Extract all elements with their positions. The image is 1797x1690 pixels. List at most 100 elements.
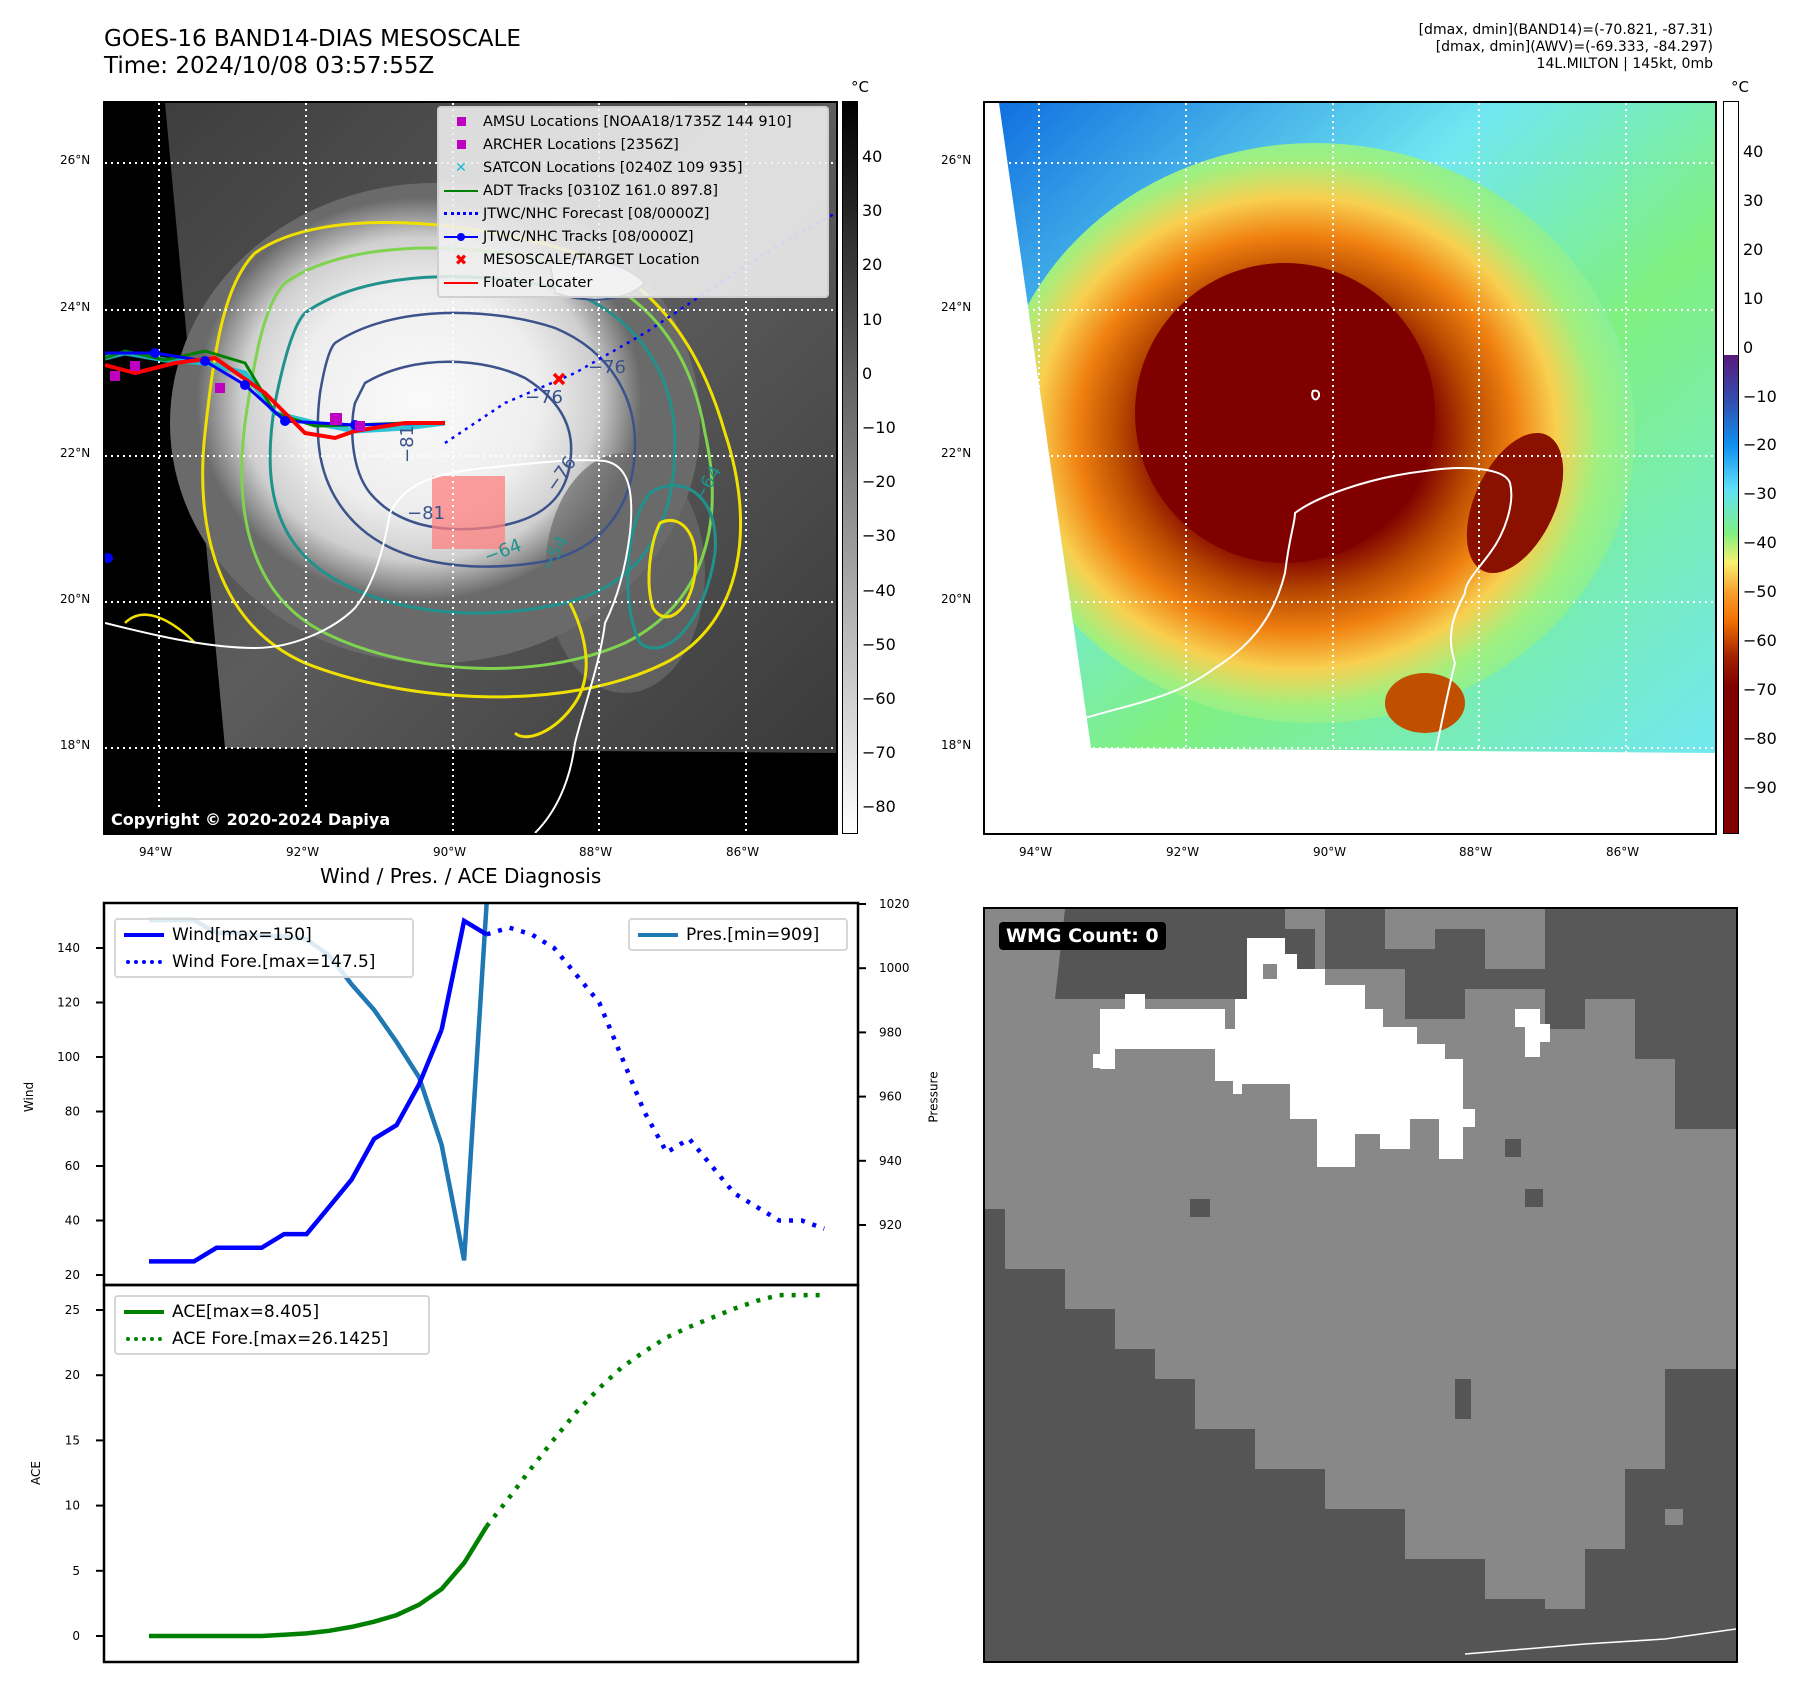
colorbar-tick: −90 — [1743, 777, 1777, 797]
wind-forecast-line — [485, 925, 825, 1231]
colorbar-tick: −40 — [1743, 533, 1777, 553]
lon-tick: 94°W — [139, 845, 173, 859]
colorbar-tick: −30 — [862, 526, 896, 546]
stats-title: [dmax, dmin](BAND14)=(-70.821, -87.31) [… — [1419, 22, 1713, 73]
title-line-2: Time: 2024/10/08 03:57:55Z — [104, 53, 435, 79]
square-marker-icon — [439, 140, 483, 149]
awv-colorbar — [1723, 101, 1739, 834]
legend-item-pressure: Pres.[min=909] — [630, 921, 846, 948]
lat-tick: 24°N — [60, 300, 91, 314]
lat-tick: 26°N — [941, 153, 972, 167]
line-icon — [439, 281, 483, 284]
legend-item-satcon: ✕ SATCON Locations [0240Z 109 935] — [439, 156, 827, 179]
lon-tick: 94°W — [1019, 845, 1053, 859]
colorbar-tick: −20 — [1743, 435, 1777, 455]
map-legend: AMSU Locations [NOAA18/1735Z 144 910] AR… — [437, 106, 829, 298]
ace-tick-label: 10 — [65, 1499, 80, 1513]
colorbar-tick: 10 — [1743, 288, 1764, 308]
colorbar-tick: 40 — [862, 147, 883, 166]
colorbar-tick: 0 — [1743, 337, 1754, 357]
lat-tick: 26°N — [60, 153, 91, 167]
wind-tick-label: 40 — [65, 1214, 80, 1228]
colorbar-tick: −60 — [1743, 631, 1777, 650]
dotted-line-icon — [116, 1336, 172, 1341]
legend-item-forecast: JTWC/NHC Forecast [08/0000Z] — [439, 202, 827, 225]
ace-legend: ACE[max=8.405] ACE Fore.[max=26.1425] — [114, 1295, 430, 1355]
pressure-tick-label: 980 — [879, 1025, 902, 1039]
colorbar-tick: 30 — [1743, 190, 1764, 210]
colorbar-tick: −40 — [862, 580, 896, 600]
legend-item-adt: ADT Tracks [0310Z 161.0 897.8] — [439, 179, 827, 202]
figure-title: GOES-16 BAND14-DIAS MESOSCALE Time: 2024/… — [104, 26, 521, 80]
colorbar-tick: 40 — [1743, 142, 1764, 161]
contour-label: −76 — [588, 357, 626, 378]
ace-tick-label: 25 — [65, 1303, 80, 1317]
square-marker-icon — [439, 117, 483, 126]
wind-line — [149, 1028, 444, 1264]
colorbar-tick: −80 — [862, 797, 896, 817]
lon-tick: 90°W — [1313, 845, 1347, 859]
ace-plot-frame — [102, 1283, 860, 1664]
dotted-line-icon — [116, 959, 172, 964]
ace-line — [149, 1525, 489, 1639]
legend-item-tracks: JTWC/NHC Tracks [08/0000Z] — [439, 225, 827, 248]
wind-tick-label: 20 — [65, 1268, 80, 1282]
colorbar-tick: 10 — [862, 309, 883, 329]
legend-item-ace: ACE[max=8.405] — [116, 1298, 428, 1325]
wind-axis-label: Wind — [22, 1081, 37, 1113]
x-marker-icon: ✕ — [455, 159, 467, 176]
ir-map-panel: −81 −81 −76 −76 −64 −54 −64 −76 AMSU Loc… — [103, 101, 838, 835]
pressure-tick-label: 1020 — [879, 897, 910, 911]
mesoscale-box — [432, 476, 505, 549]
wind-peak-line — [439, 917, 488, 1031]
lon-tick: 92°W — [286, 845, 320, 859]
storm-info: 14L.MILTON | 145kt, 0mb — [1536, 56, 1713, 72]
awv-map-panel — [983, 101, 1717, 835]
legend-item-floater: Floater Locater — [439, 271, 827, 294]
ace-tick-label: 15 — [65, 1433, 80, 1447]
colorbar-tick: 20 — [1743, 239, 1764, 259]
awv-colorbar-unit: °C — [1731, 78, 1749, 96]
line-icon — [116, 932, 172, 937]
lat-tick: 22°N — [941, 446, 972, 460]
legend-item-archer: ARCHER Locations [2356Z] — [439, 133, 827, 156]
chart-title: Wind / Pres. / ACE Diagnosis — [320, 864, 602, 888]
colorbar-tick: −10 — [862, 418, 896, 437]
colorbar-tick: −10 — [1743, 386, 1777, 406]
colorbar-tick: −60 — [862, 689, 896, 708]
lon-tick: 86°W — [726, 845, 760, 859]
pressure-tick-label: 940 — [879, 1154, 902, 1168]
stats-awv: [dmax, dmin](AWV)=(-69.333, -84.297) — [1435, 39, 1713, 55]
lon-tick: 90°W — [433, 845, 467, 859]
awv-map-gridlines — [985, 103, 1715, 833]
ace-forecast-line — [484, 1292, 825, 1528]
line-dot-icon — [439, 232, 483, 241]
ace-axis-label: ACE — [28, 1461, 43, 1485]
ir-colorbar — [842, 101, 858, 834]
colorbar-tick: −80 — [1743, 728, 1777, 748]
line-icon — [116, 1309, 172, 1314]
awv-map-image — [985, 103, 1715, 833]
colorbar-tick: 20 — [862, 255, 883, 275]
copyright-label: Copyright © 2020-2024 Dapiya — [105, 807, 397, 832]
lon-tick: 86°W — [1606, 845, 1640, 859]
wind-tick-label: 60 — [65, 1159, 80, 1173]
wmg-image — [985, 909, 1736, 1661]
ir-colorbar-unit: °C — [851, 78, 869, 96]
pressure-tick-label: 920 — [879, 1218, 902, 1232]
x-marker-icon: ✖ — [454, 250, 468, 269]
colorbar-tick: −50 — [862, 634, 896, 654]
legend-item-amsu: AMSU Locations [NOAA18/1735Z 144 910] — [439, 110, 827, 133]
target-marker-icon — [552, 372, 566, 386]
legend-item-target: ✖ MESOSCALE/TARGET Location — [439, 248, 827, 271]
wind-legend: Wind[max=150] Wind Fore.[max=147.5] — [114, 918, 414, 978]
wmg-panel — [983, 907, 1738, 1663]
contour-label: −81 — [397, 425, 418, 463]
wind-tick-label: 80 — [65, 1105, 80, 1119]
lat-tick: 18°N — [60, 738, 91, 752]
colorbar-tick: 30 — [862, 201, 883, 221]
pressure-tick-label: 960 — [879, 1090, 902, 1104]
pressure-tick-label: 1000 — [879, 961, 910, 975]
contour-label: −81 — [407, 503, 445, 524]
